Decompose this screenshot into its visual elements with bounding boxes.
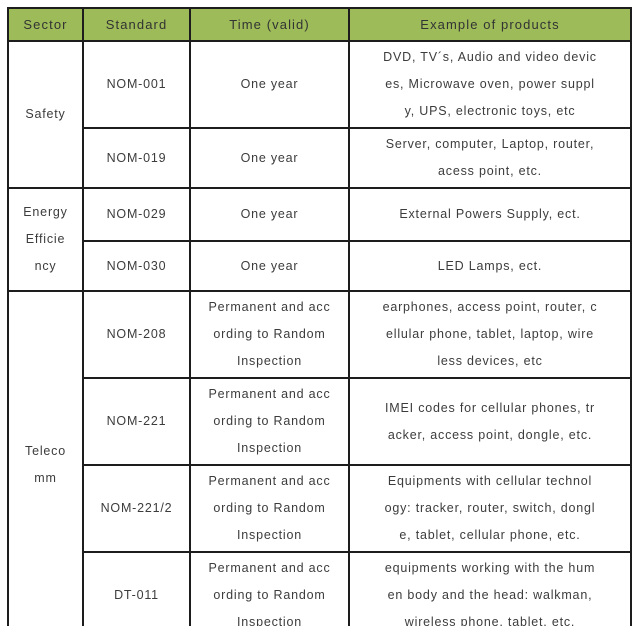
time-cell: Permanent and acc ording to Random Inspe… xyxy=(189,290,350,379)
table-row: NOM-019 One year Server, computer, Laptop,… xyxy=(8,127,632,189)
products-cell: DVD, TV´s, Audio and video devic es, Mic… xyxy=(348,40,632,129)
table-row: NOM-221 Permanent and acc ording to Rando… xyxy=(8,377,632,466)
column-header-example-of-products: Example of products xyxy=(348,7,632,42)
standard-cell: NOM-221 xyxy=(82,377,191,466)
table-row: NOM-221/2 Permanent and acc ording to Ran… xyxy=(8,464,632,553)
sector-cell: Energy Efficie ncy xyxy=(7,187,84,292)
table-header: Sector Standard Time (valid) Example of pro… xyxy=(7,7,632,42)
sector-cell: Teleco mm xyxy=(7,290,84,626)
time-cell: One year xyxy=(189,40,350,129)
products-cell: Server, computer, Laptop, router, acess … xyxy=(348,127,632,189)
time-cell: One year xyxy=(189,240,350,292)
products-cell: Equipments with cellular technol ogy: tr… xyxy=(348,464,632,553)
column-header-sector: Sector xyxy=(7,7,84,42)
table-row: Energy Efficie ncy NOM-029 One year Externa… xyxy=(7,187,632,292)
standard-cell: NOM-208 xyxy=(82,290,191,379)
products-cell: equipments working with the hum en body … xyxy=(348,551,632,626)
products-cell: IMEI codes for cellular phones, tr acker… xyxy=(348,377,632,466)
products-cell: earphones, access point, router, c ellul… xyxy=(348,290,632,379)
standards-table: Sector Standard Time (valid) Example of pro… xyxy=(7,7,632,626)
table-row: DT-011 Permanent and acc ording to Random… xyxy=(8,551,632,626)
time-cell: Permanent and acc ording to Random Inspe… xyxy=(189,464,350,553)
standard-cell: NOM-030 xyxy=(82,240,191,292)
column-header-standard: Standard xyxy=(82,7,191,42)
standard-cell: NOM-001 xyxy=(82,40,191,129)
products-cell: LED Lamps, ect. xyxy=(348,240,632,292)
time-cell: Permanent and acc ording to Random Inspe… xyxy=(189,377,350,466)
standard-cell: NOM-221/2 xyxy=(82,464,191,553)
time-cell: One year xyxy=(189,127,350,189)
table-row: NOM-030 One year LED Lamps, ect. xyxy=(8,240,632,292)
time-cell: One year xyxy=(189,187,350,242)
table-body: Safety NOM-001 One year DVD, TV´s, Audio an… xyxy=(7,40,632,626)
header-row: Sector Standard Time (valid) Example of pro… xyxy=(7,7,632,42)
time-cell: Permanent and acc ording to Random Inspe… xyxy=(189,551,350,626)
standard-cell: NOM-019 xyxy=(82,127,191,189)
standard-cell: DT-011 xyxy=(82,551,191,626)
sector-cell: Safety xyxy=(7,40,84,189)
standard-cell: NOM-029 xyxy=(82,187,191,242)
table-row: Teleco mm NOM-208 Permanent and acc ording… xyxy=(7,290,632,626)
table-row: Safety NOM-001 One year DVD, TV´s, Audio an… xyxy=(7,40,632,189)
products-cell: External Powers Supply, ect. xyxy=(348,187,632,242)
column-header-time-valid: Time (valid) xyxy=(189,7,350,42)
